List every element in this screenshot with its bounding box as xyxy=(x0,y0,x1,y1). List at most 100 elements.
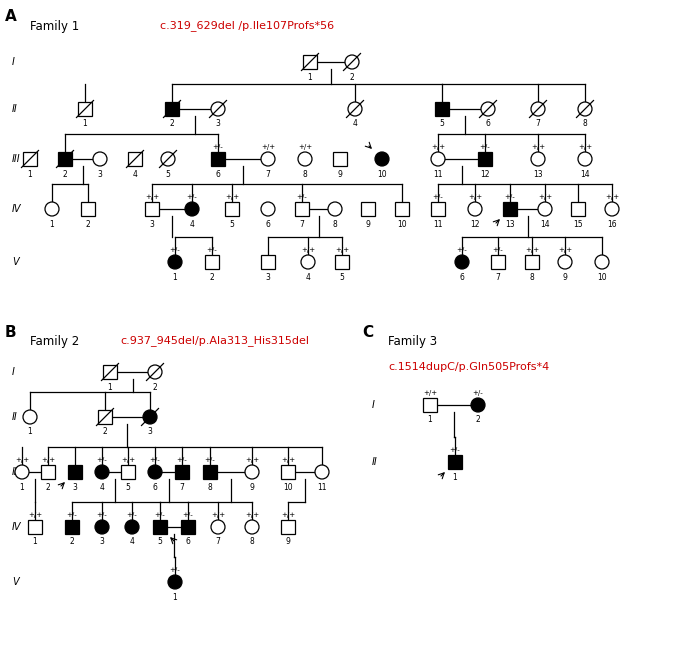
Text: +/-: +/- xyxy=(97,457,107,463)
Text: III: III xyxy=(12,467,20,477)
Text: 7: 7 xyxy=(265,169,270,179)
Text: +/+: +/+ xyxy=(423,390,437,396)
Circle shape xyxy=(245,520,259,534)
Text: 1: 1 xyxy=(20,482,25,492)
Text: 6: 6 xyxy=(153,482,158,492)
Circle shape xyxy=(345,55,359,69)
Text: 5: 5 xyxy=(158,538,162,546)
Text: +/-: +/- xyxy=(456,247,468,253)
Text: 2: 2 xyxy=(169,119,174,129)
Bar xyxy=(503,202,517,216)
Circle shape xyxy=(15,465,29,479)
Text: c.937_945del/p.Ala313_His315del: c.937_945del/p.Ala313_His315del xyxy=(120,335,309,346)
Bar xyxy=(431,202,445,216)
Bar xyxy=(211,152,225,166)
Text: 6: 6 xyxy=(460,273,464,281)
Text: 7: 7 xyxy=(300,219,304,229)
Text: 7: 7 xyxy=(216,538,220,546)
Circle shape xyxy=(125,520,139,534)
Text: +/-: +/- xyxy=(176,457,188,463)
Text: 4: 4 xyxy=(130,538,134,546)
Text: 13: 13 xyxy=(533,169,542,179)
Text: 1: 1 xyxy=(307,73,312,81)
Text: 3: 3 xyxy=(97,169,102,179)
Bar xyxy=(58,152,72,166)
Text: +/-: +/- xyxy=(449,447,461,453)
Text: IV: IV xyxy=(12,522,22,532)
Text: +/+: +/+ xyxy=(558,247,572,253)
Text: +/+: +/+ xyxy=(211,512,225,518)
Text: 3: 3 xyxy=(99,538,104,546)
Text: 14: 14 xyxy=(540,219,550,229)
Circle shape xyxy=(558,255,572,269)
Text: +/-: +/- xyxy=(169,247,181,253)
Text: 4: 4 xyxy=(353,119,358,129)
Circle shape xyxy=(455,255,469,269)
Text: +/+: +/+ xyxy=(261,144,275,150)
Text: A: A xyxy=(5,9,17,24)
Text: 6: 6 xyxy=(265,219,270,229)
Text: 9: 9 xyxy=(286,538,290,546)
Text: 7: 7 xyxy=(180,482,184,492)
Text: +/+: +/+ xyxy=(298,144,312,150)
Circle shape xyxy=(538,202,552,216)
Text: +/-: +/- xyxy=(155,512,165,518)
Text: +/+: +/+ xyxy=(431,144,445,150)
Text: 2: 2 xyxy=(475,416,480,424)
Circle shape xyxy=(93,152,107,166)
Bar xyxy=(225,202,239,216)
Bar xyxy=(281,465,295,479)
Circle shape xyxy=(298,152,312,166)
Text: 10: 10 xyxy=(597,273,607,281)
Circle shape xyxy=(168,575,182,589)
Text: 6: 6 xyxy=(216,169,220,179)
Bar xyxy=(571,202,585,216)
Circle shape xyxy=(95,520,109,534)
Text: B: B xyxy=(5,325,17,340)
Circle shape xyxy=(261,202,275,216)
Circle shape xyxy=(143,410,157,424)
Circle shape xyxy=(595,255,609,269)
Text: 2: 2 xyxy=(46,482,50,492)
Text: 2: 2 xyxy=(62,169,67,179)
Bar xyxy=(23,152,37,166)
Circle shape xyxy=(578,152,592,166)
Text: 8: 8 xyxy=(582,119,587,129)
Text: I: I xyxy=(12,57,15,67)
Circle shape xyxy=(531,102,545,116)
Circle shape xyxy=(431,152,445,166)
Text: 10: 10 xyxy=(284,482,293,492)
Text: V: V xyxy=(12,257,19,267)
Text: 9: 9 xyxy=(337,169,342,179)
Text: 8: 8 xyxy=(208,482,212,492)
Text: 3: 3 xyxy=(265,273,270,281)
Bar xyxy=(205,255,219,269)
Text: +/-: +/- xyxy=(297,194,307,200)
Circle shape xyxy=(328,202,342,216)
Text: +/+: +/+ xyxy=(538,194,552,200)
Text: 1: 1 xyxy=(50,219,55,229)
Bar xyxy=(303,55,317,69)
Text: 5: 5 xyxy=(440,119,444,129)
Circle shape xyxy=(45,202,59,216)
Text: 2: 2 xyxy=(153,382,158,392)
Circle shape xyxy=(211,102,225,116)
Text: 2: 2 xyxy=(103,428,107,436)
Text: +/+: +/+ xyxy=(121,457,135,463)
Text: +/-: +/- xyxy=(206,247,218,253)
Text: 4: 4 xyxy=(99,482,104,492)
Text: +/+: +/+ xyxy=(281,512,295,518)
Text: 1: 1 xyxy=(453,472,457,482)
Bar xyxy=(65,520,79,534)
Text: +/-: +/- xyxy=(505,194,515,200)
Text: 4: 4 xyxy=(190,219,195,229)
Circle shape xyxy=(375,152,389,166)
Text: +/-: +/- xyxy=(493,247,503,253)
Bar xyxy=(103,365,117,379)
Circle shape xyxy=(471,398,485,412)
Text: 1: 1 xyxy=(173,592,177,602)
Circle shape xyxy=(578,102,592,116)
Text: +/+: +/+ xyxy=(245,457,259,463)
Text: 2: 2 xyxy=(349,73,354,81)
Text: +/-: +/- xyxy=(480,144,491,150)
